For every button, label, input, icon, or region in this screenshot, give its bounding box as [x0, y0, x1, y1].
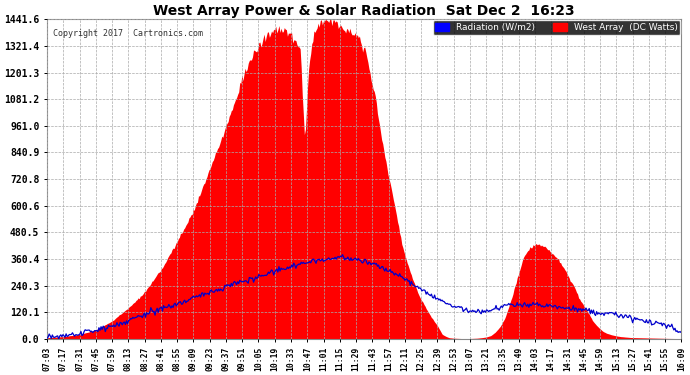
Legend: Radiation (W/m2), West Array  (DC Watts): Radiation (W/m2), West Array (DC Watts) — [433, 20, 680, 34]
Title: West Array Power & Solar Radiation  Sat Dec 2  16:23: West Array Power & Solar Radiation Sat D… — [153, 4, 575, 18]
Text: Copyright 2017  Cartronics.com: Copyright 2017 Cartronics.com — [53, 29, 204, 38]
